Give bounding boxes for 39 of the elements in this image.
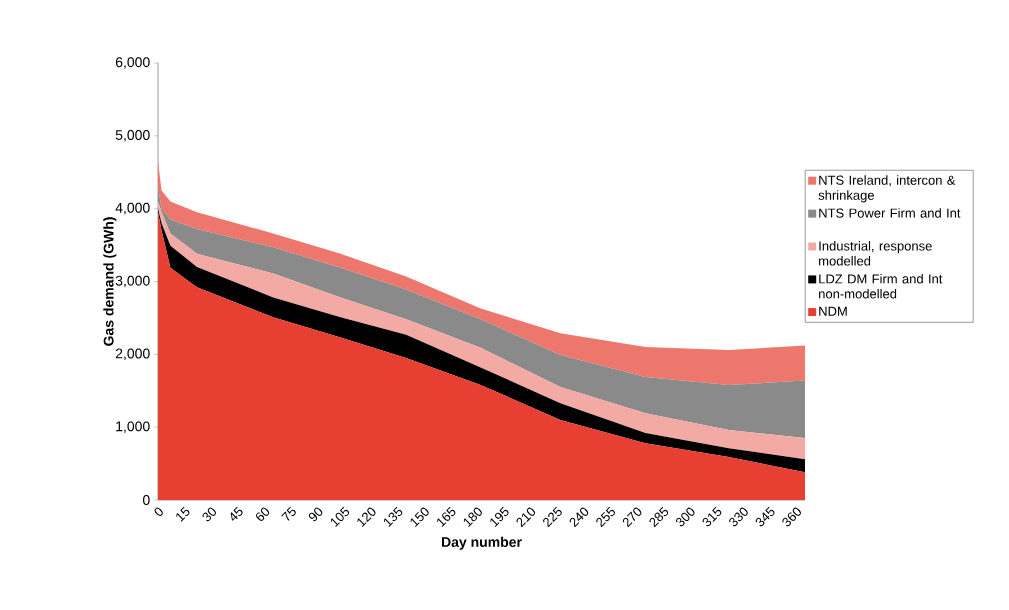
- y-tick-label: 0: [142, 495, 150, 505]
- y-tick-label: 2,000: [115, 348, 150, 361]
- y-tick-label: 4,000: [115, 202, 150, 215]
- x-tick-label: 330: [729, 507, 748, 527]
- y-tick-label: 6,000: [115, 57, 150, 69]
- x-axis-title: Day number: [441, 536, 522, 550]
- x-tick-label: 285: [649, 506, 669, 528]
- x-tick-label: 240: [569, 507, 589, 528]
- x-tick-label: 195: [490, 506, 509, 527]
- legend-label: LDZ DM Firm and Int non-modelled: [819, 273, 943, 299]
- legend-label: NDM: [819, 306, 847, 316]
- x-tick-label: 150: [410, 507, 429, 527]
- x-tick-label: 75: [281, 506, 296, 521]
- x-tick-label: 0: [154, 507, 163, 516]
- x-tick-label: 120: [357, 507, 376, 527]
- x-tick-label: 255: [596, 506, 615, 528]
- y-axis-title: Gas demand (GWh): [103, 217, 117, 346]
- x-tick-label: 345: [755, 506, 775, 527]
- y-tick-label: 3,000: [115, 275, 150, 288]
- x-tick-label: 60: [256, 507, 270, 521]
- y-tick-label: 5,000: [115, 130, 150, 142]
- x-tick-label: 15: [176, 506, 190, 522]
- x-tick-label: 180: [463, 507, 482, 527]
- x-tick-label: 165: [437, 506, 456, 527]
- y-tick-label: 1,000: [116, 421, 150, 433]
- x-tick-label: 30: [202, 507, 216, 522]
- x-tick-label: 45: [230, 506, 243, 521]
- x-tick-label: 300: [675, 507, 695, 527]
- x-tick-label: 270: [622, 507, 642, 528]
- x-tick-label: 90: [308, 507, 323, 522]
- x-tick-label: 105: [330, 506, 350, 527]
- x-tick-label: 135: [383, 506, 403, 527]
- x-tick-label: 210: [516, 507, 536, 528]
- x-tick-label: 360: [782, 507, 801, 527]
- x-tick-label: 225: [543, 506, 562, 528]
- x-tick-label: 315: [702, 506, 722, 527]
- legend-label: Industrial, response modelled: [819, 241, 932, 266]
- legend-label: NTS Ireland, intercon & shrinkage: [818, 175, 956, 203]
- legend-label: NTS Power Firm and Int: [819, 208, 961, 218]
